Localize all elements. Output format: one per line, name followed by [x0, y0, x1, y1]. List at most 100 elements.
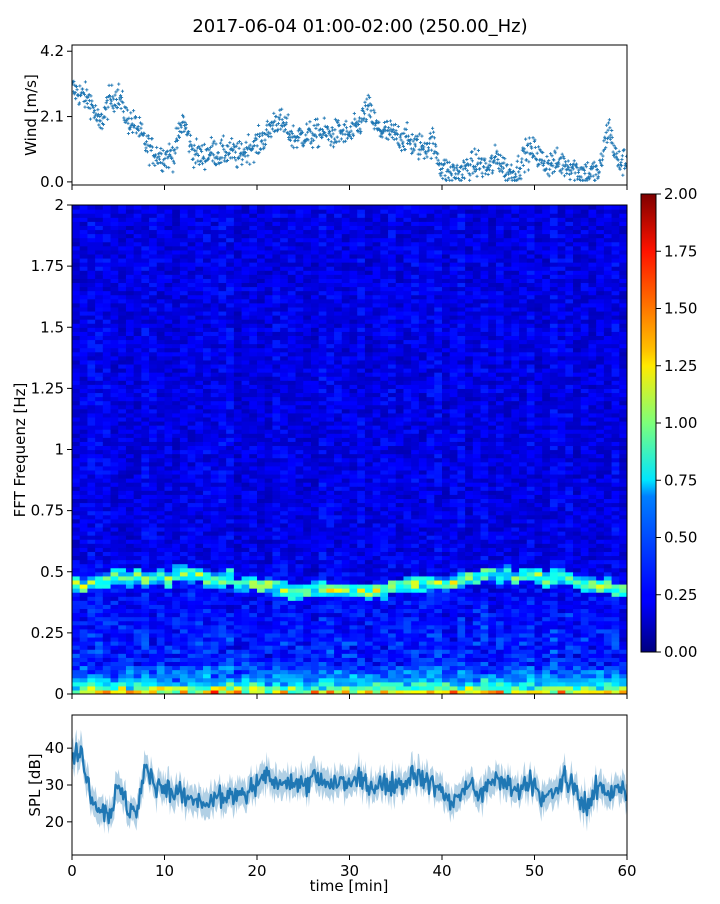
wind-point: [244, 141, 247, 144]
heatmap-cell: [265, 661, 273, 666]
heatmap-cell: [141, 462, 149, 467]
heatmap-cell: [234, 368, 242, 373]
heatmap-cell: [272, 254, 280, 259]
heatmap-cell: [218, 282, 226, 287]
heatmap-cell: [242, 551, 250, 556]
heatmap-cell: [172, 315, 180, 320]
heatmap-cell: [134, 519, 142, 524]
heatmap-cell: [95, 478, 103, 483]
wind-point: [389, 119, 392, 122]
heatmap-cell: [103, 315, 111, 320]
heatmap-cell: [180, 450, 188, 455]
heatmap-cell: [72, 600, 80, 605]
heatmap-cell: [95, 311, 103, 316]
ytick-label: 2.1: [40, 108, 64, 126]
heatmap-cell: [203, 547, 211, 552]
heatmap-cell: [111, 531, 119, 536]
heatmap-cell: [149, 539, 157, 544]
heatmap-cell: [111, 686, 119, 691]
heatmap-cell: [303, 339, 311, 344]
heatmap-cell: [87, 523, 95, 528]
heatmap-cell: [149, 413, 157, 418]
wind-point: [573, 179, 576, 182]
heatmap-cell: [311, 641, 319, 646]
heatmap-cell: [296, 564, 304, 569]
heatmap-cell: [95, 388, 103, 393]
heatmap-cell: [226, 555, 234, 560]
heatmap-cell: [234, 600, 242, 605]
heatmap-cell: [118, 291, 126, 296]
heatmap-cell: [195, 527, 203, 532]
heatmap-cell: [172, 319, 180, 324]
heatmap-cell: [234, 291, 242, 296]
heatmap-cell: [134, 551, 142, 556]
heatmap-cell: [311, 613, 319, 618]
heatmap-cell: [296, 287, 304, 292]
wind-point: [518, 174, 521, 177]
heatmap-cell: [111, 498, 119, 503]
heatmap-cell: [180, 352, 188, 357]
heatmap-cell: [280, 335, 288, 340]
heatmap-cell: [249, 535, 257, 540]
heatmap-cell: [157, 376, 165, 381]
heatmap-cell: [242, 458, 250, 463]
heatmap-cell: [288, 352, 296, 357]
heatmap-cell: [218, 568, 226, 573]
wind-point: [527, 168, 530, 171]
heatmap-cell: [218, 303, 226, 308]
heatmap-cell: [234, 670, 242, 675]
heatmap-cell: [134, 466, 142, 471]
heatmap-cell: [87, 498, 95, 503]
heatmap-cell: [280, 295, 288, 300]
heatmap-cell: [87, 209, 95, 214]
heatmap-cell: [218, 555, 226, 560]
heatmap-cell: [126, 604, 134, 609]
heatmap-cell: [118, 665, 126, 670]
heatmap-cell: [149, 621, 157, 626]
heatmap-cell: [257, 600, 265, 605]
heatmap-cell: [157, 291, 165, 296]
heatmap-cell: [172, 274, 180, 279]
heatmap-cell: [72, 596, 80, 601]
heatmap-cell: [141, 608, 149, 613]
heatmap-cell: [249, 462, 257, 467]
wind-point: [618, 150, 621, 153]
heatmap-cell: [226, 319, 234, 324]
heatmap-cell: [257, 657, 265, 662]
heatmap-cell: [303, 327, 311, 332]
heatmap-cell: [188, 629, 196, 634]
heatmap-cell: [234, 409, 242, 414]
heatmap-cell: [303, 307, 311, 312]
heatmap-cell: [234, 360, 242, 365]
heatmap-cell: [111, 588, 119, 593]
heatmap-cell: [226, 303, 234, 308]
wind-point: [553, 149, 556, 152]
heatmap-cell: [157, 266, 165, 271]
heatmap-cell: [95, 608, 103, 613]
heatmap-cell: [296, 551, 304, 556]
heatmap-cell: [272, 474, 280, 479]
heatmap-cell: [211, 311, 219, 316]
heatmap-cell: [126, 205, 134, 210]
heatmap-cell: [87, 287, 95, 292]
wind-point: [168, 142, 171, 145]
heatmap-cell: [72, 311, 80, 316]
heatmap-cell: [157, 352, 165, 357]
heatmap-cell: [111, 474, 119, 479]
heatmap-cell: [172, 327, 180, 332]
heatmap-cell: [296, 486, 304, 491]
heatmap-cell: [265, 360, 273, 365]
heatmap-cell: [180, 429, 188, 434]
heatmap-cell: [126, 331, 134, 336]
heatmap-cell: [165, 417, 173, 422]
heatmap-cell: [126, 682, 134, 687]
heatmap-cell: [234, 645, 242, 650]
heatmap-cell: [211, 523, 219, 528]
heatmap-cell: [80, 307, 88, 312]
heatmap-cell: [249, 486, 257, 491]
heatmap-cell: [226, 274, 234, 279]
heatmap-cell: [134, 425, 142, 430]
heatmap-cell: [234, 282, 242, 287]
heatmap-cell: [272, 356, 280, 361]
heatmap-cell: [165, 450, 173, 455]
